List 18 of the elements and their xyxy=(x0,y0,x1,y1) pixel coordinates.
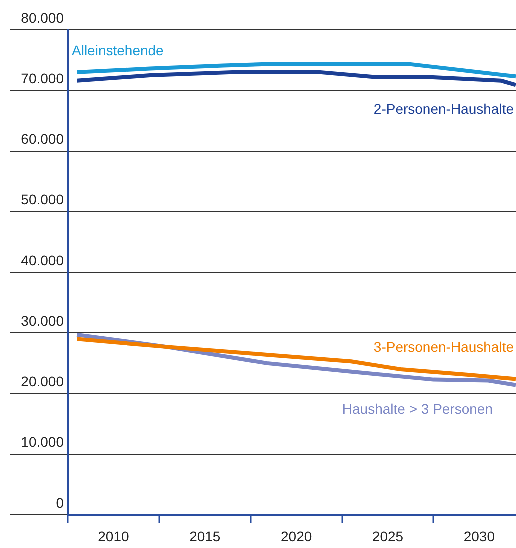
y-tick-label: 40.000 xyxy=(21,252,64,268)
series-label: Alleinstehende xyxy=(72,42,164,58)
x-tick-label: 2015 xyxy=(190,528,221,544)
y-tick-label: 30.000 xyxy=(21,312,64,329)
x-tick-label: 2010 xyxy=(98,528,130,544)
series-label: 3-Personen-Haushalte xyxy=(374,339,514,356)
y-tick-label: 60.000 xyxy=(21,131,64,148)
y-tick-label: 0 xyxy=(56,494,64,511)
y-tick-label: 10.000 xyxy=(21,434,64,450)
y-tick-label: 50.000 xyxy=(21,192,64,208)
x-tick-label: 2030 xyxy=(464,528,496,544)
x-tick-label: 2025 xyxy=(372,528,404,544)
series-label: 2-Personen-Haushalte xyxy=(374,101,514,118)
y-tick-label: 70.000 xyxy=(21,70,64,86)
y-tick-label: 80.000 xyxy=(21,10,64,26)
series-label: Haushalte > 3 Personen xyxy=(342,401,493,418)
x-tick-label: 2020 xyxy=(280,528,312,544)
y-tick-label: 20.000 xyxy=(21,374,64,390)
